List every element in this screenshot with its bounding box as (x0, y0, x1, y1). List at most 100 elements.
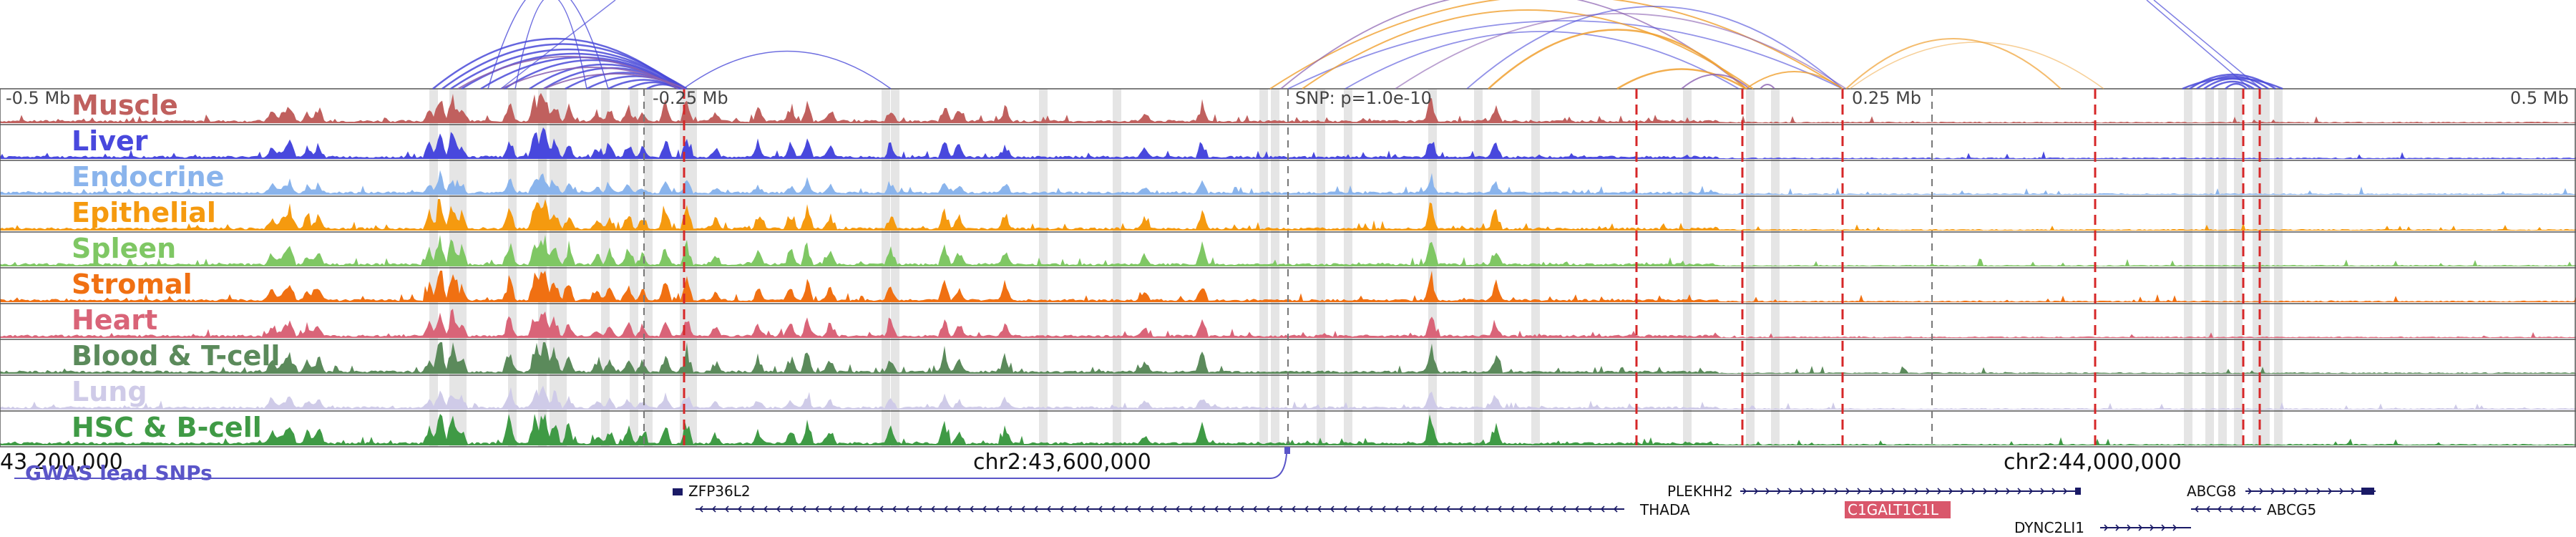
strand-chevron (1903, 488, 1908, 495)
loop-arc (500, 67, 685, 90)
track-signal-liver (0, 127, 2576, 159)
strand-chevron (2316, 488, 2321, 495)
strand-chevron (995, 505, 1000, 513)
strand-chevron (1046, 505, 1051, 513)
red-dash-line-layer (643, 89, 2261, 447)
track-signal-stromal (0, 271, 2576, 302)
strand-chevron (724, 505, 729, 513)
gene-c1galt1c1l[interactable]: C1GALT1C1L (1845, 501, 1951, 518)
gene-label-zfp36l2[interactable]: ZFP36L2 (688, 483, 751, 500)
track-label-liver: Liver (72, 125, 148, 157)
strand-chevron (2150, 524, 2155, 531)
axis-label-left: 43,200,000 (0, 450, 123, 475)
strand-chevron (827, 505, 832, 513)
strand-chevron (1926, 488, 1931, 495)
strand-chevron (789, 505, 794, 513)
gene-label-abcg8: ABCG8 (2187, 483, 2236, 500)
strand-chevron (1834, 488, 1839, 495)
strand-chevron (1085, 505, 1090, 513)
loop-arc (1395, 13, 1847, 90)
loop-arc (1616, 68, 1747, 90)
strand-chevron (1471, 505, 1476, 513)
strand-chevron (1008, 505, 1013, 513)
strand-chevron (1342, 505, 1347, 513)
strand-chevron (1355, 505, 1360, 513)
strand-chevron (1317, 505, 1322, 513)
strand-chevron (1880, 488, 1885, 495)
gene-abcg8-end (2361, 488, 2374, 495)
strand-chevron (2282, 488, 2287, 495)
strand-chevron (1811, 488, 1816, 495)
strand-chevron (2240, 505, 2245, 513)
strand-chevron (814, 505, 819, 513)
strand-chevron (2017, 488, 2022, 495)
strand-chevron (2248, 488, 2253, 495)
strand-chevron (1914, 488, 1919, 495)
strand-chevron (1188, 505, 1193, 513)
gene-abcg5-strand-marks (2194, 505, 2256, 513)
axis-label-right: chr2:44,000,000 (2004, 450, 2182, 475)
strand-chevron (1214, 505, 1219, 513)
gwas-snp-marker[interactable] (1284, 447, 1290, 454)
strand-chevron (2172, 524, 2177, 531)
gene-c1galt1c1l-highlight (1845, 501, 1951, 518)
loop-arc-offscreen (2146, 0, 2251, 90)
strand-chevron (1788, 488, 1793, 495)
strand-chevron (956, 505, 961, 513)
gene-annotation-track: ZFP36L2 THADA PLEKHH2 C1GALT1C1L DYNC2LI… (673, 483, 2376, 536)
strand-chevron (1394, 505, 1399, 513)
strand-chevron (2194, 505, 2199, 513)
track-label-spleen: Spleen (72, 233, 176, 264)
strand-chevron (917, 505, 922, 513)
gene-plekhh2[interactable]: PLEKHH2 (1667, 483, 2081, 500)
loop-arc (1849, 42, 2104, 90)
strand-chevron (1239, 505, 1244, 513)
track-signal-heart (0, 309, 2576, 338)
strand-chevron (763, 505, 768, 513)
gene-label-plekhh2: PLEKHH2 (1667, 483, 1733, 500)
strand-chevron (1265, 505, 1270, 513)
snp-label: SNP: p=1.0e-10 (1295, 88, 1432, 108)
strand-chevron (1960, 488, 1965, 495)
strand-chevron (1823, 488, 1828, 495)
track-label-epithelial: Epithelial (72, 197, 216, 228)
loop-arc-offscreen (500, 0, 616, 90)
strand-chevron (1548, 505, 1553, 513)
gene-thada[interactable]: THADA (696, 501, 1690, 518)
gene-abcg8[interactable]: ABCG8 (2187, 483, 2376, 500)
strand-chevron (2161, 524, 2166, 531)
strand-chevron (1136, 505, 1141, 513)
gwas-track: GWAS lead SNPs (14, 447, 1290, 485)
strand-chevron (1020, 505, 1025, 513)
coord-label-left: -0.5 Mb (6, 88, 70, 108)
strand-chevron (840, 505, 845, 513)
strand-chevron (1458, 505, 1463, 513)
loop-arc (487, 0, 609, 90)
gene-dync2li1[interactable]: DYNC2LI1 (2014, 519, 2191, 536)
strand-chevron (1497, 505, 1502, 513)
track-label-layer: Muscle Liver Endocrine Epithelial Spleen Stro… (72, 90, 280, 443)
strand-chevron (982, 505, 987, 513)
loop-arc (1745, 71, 1843, 90)
strand-chevron (2006, 488, 2011, 495)
strand-chevron (801, 505, 806, 513)
gene-abcg8-strand-marks (2248, 488, 2356, 495)
strand-chevron (1971, 488, 1976, 495)
loop-arc (1760, 84, 1775, 90)
loop-arc (1845, 38, 2062, 90)
strand-chevron (2259, 488, 2264, 495)
gene-abcg5[interactable]: ABCG5 (2191, 501, 2316, 518)
strand-chevron (969, 505, 974, 513)
strand-chevron (2127, 524, 2132, 531)
strand-chevron (711, 505, 716, 513)
strand-chevron (1291, 505, 1296, 513)
strand-chevron (1433, 505, 1438, 513)
strand-chevron (1252, 505, 1257, 513)
strand-chevron (1561, 505, 1566, 513)
coord-label-mid-right: 0.25 Mb (1852, 88, 1921, 108)
strand-chevron (1868, 488, 1873, 495)
strand-chevron (1330, 505, 1335, 513)
strand-chevron (1994, 488, 1999, 495)
loop-arc (2210, 80, 2255, 90)
